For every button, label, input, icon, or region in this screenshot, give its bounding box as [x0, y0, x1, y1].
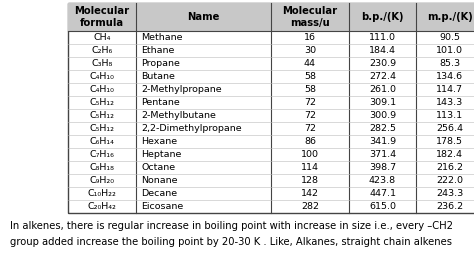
- Text: 341.9: 341.9: [369, 137, 396, 146]
- Text: C₅H₁₂: C₅H₁₂: [90, 98, 115, 107]
- Text: 85.3: 85.3: [439, 59, 460, 68]
- Text: Butane: Butane: [141, 72, 175, 81]
- Text: Molecular
formula: Molecular formula: [74, 6, 129, 28]
- Text: Decane: Decane: [141, 189, 177, 198]
- Text: Pentane: Pentane: [141, 98, 180, 107]
- Text: C₁₀H₂₂: C₁₀H₂₂: [88, 189, 117, 198]
- Text: Heptane: Heptane: [141, 150, 182, 159]
- Text: C₂H₆: C₂H₆: [91, 46, 113, 55]
- Text: C₃H₈: C₃H₈: [91, 59, 113, 68]
- Text: 256.4: 256.4: [436, 124, 463, 133]
- Text: 184.4: 184.4: [369, 46, 396, 55]
- Text: 423.8: 423.8: [369, 176, 396, 185]
- Text: CH₄: CH₄: [93, 33, 111, 42]
- Text: Hexane: Hexane: [141, 137, 177, 146]
- Text: Nonane: Nonane: [141, 176, 177, 185]
- Text: 113.1: 113.1: [436, 111, 463, 120]
- Text: 142: 142: [301, 189, 319, 198]
- Text: 230.9: 230.9: [369, 59, 396, 68]
- Text: 72: 72: [304, 98, 316, 107]
- Text: 309.1: 309.1: [369, 98, 396, 107]
- Text: In alkenes, there is regular increase in boiling point with increase in size i.e: In alkenes, there is regular increase in…: [10, 221, 453, 247]
- Text: C₇H₁₆: C₇H₁₆: [90, 150, 114, 159]
- Text: 282.5: 282.5: [369, 124, 396, 133]
- Text: 134.6: 134.6: [436, 72, 463, 81]
- Text: C₅H₁₂: C₅H₁₂: [90, 124, 115, 133]
- Text: C₉H₂₀: C₉H₂₀: [90, 176, 115, 185]
- Text: 30: 30: [304, 46, 316, 55]
- Text: 398.7: 398.7: [369, 163, 396, 172]
- Text: 114.7: 114.7: [436, 85, 463, 94]
- Text: C₂₀H₄₂: C₂₀H₄₂: [88, 202, 117, 211]
- Text: C₄H₁₀: C₄H₁₀: [90, 72, 114, 81]
- Text: 216.2: 216.2: [436, 163, 463, 172]
- Text: 2-Methylbutane: 2-Methylbutane: [141, 111, 216, 120]
- Text: 2,2-Dimethylpropane: 2,2-Dimethylpropane: [141, 124, 242, 133]
- Text: 16: 16: [304, 33, 316, 42]
- Text: 114: 114: [301, 163, 319, 172]
- Text: 371.4: 371.4: [369, 150, 396, 159]
- Text: 282: 282: [301, 202, 319, 211]
- Text: 44: 44: [304, 59, 316, 68]
- Text: Name: Name: [187, 12, 219, 22]
- Text: Molecular
mass/u: Molecular mass/u: [283, 6, 337, 28]
- Text: C₈H₁₈: C₈H₁₈: [90, 163, 114, 172]
- Text: 100: 100: [301, 150, 319, 159]
- Text: 615.0: 615.0: [369, 202, 396, 211]
- Text: 90.5: 90.5: [439, 33, 460, 42]
- Text: 86: 86: [304, 137, 316, 146]
- Text: Propane: Propane: [141, 59, 180, 68]
- Text: 72: 72: [304, 124, 316, 133]
- Text: 128: 128: [301, 176, 319, 185]
- Text: 72: 72: [304, 111, 316, 120]
- Text: 143.3: 143.3: [436, 98, 463, 107]
- Text: 236.2: 236.2: [436, 202, 463, 211]
- Text: 182.4: 182.4: [436, 150, 463, 159]
- Text: 58: 58: [304, 85, 316, 94]
- Text: 111.0: 111.0: [369, 33, 396, 42]
- Text: 243.3: 243.3: [436, 189, 463, 198]
- Text: Methane: Methane: [141, 33, 182, 42]
- Text: 300.9: 300.9: [369, 111, 396, 120]
- Text: b.p./(K): b.p./(K): [361, 12, 404, 22]
- Text: Octane: Octane: [141, 163, 175, 172]
- Text: 2-Methylpropane: 2-Methylpropane: [141, 85, 222, 94]
- Text: m.p./(K): m.p./(K): [427, 12, 473, 22]
- Text: 272.4: 272.4: [369, 72, 396, 81]
- Text: 447.1: 447.1: [369, 189, 396, 198]
- Text: 178.5: 178.5: [436, 137, 463, 146]
- Text: C₆H₁₄: C₆H₁₄: [90, 137, 114, 146]
- Text: 261.0: 261.0: [369, 85, 396, 94]
- Text: C₄H₁₀: C₄H₁₀: [90, 85, 114, 94]
- Text: Eicosane: Eicosane: [141, 202, 183, 211]
- Text: Ethane: Ethane: [141, 46, 174, 55]
- Text: 58: 58: [304, 72, 316, 81]
- Text: 222.0: 222.0: [436, 176, 463, 185]
- Text: 101.0: 101.0: [436, 46, 463, 55]
- Text: C₅H₁₂: C₅H₁₂: [90, 111, 115, 120]
